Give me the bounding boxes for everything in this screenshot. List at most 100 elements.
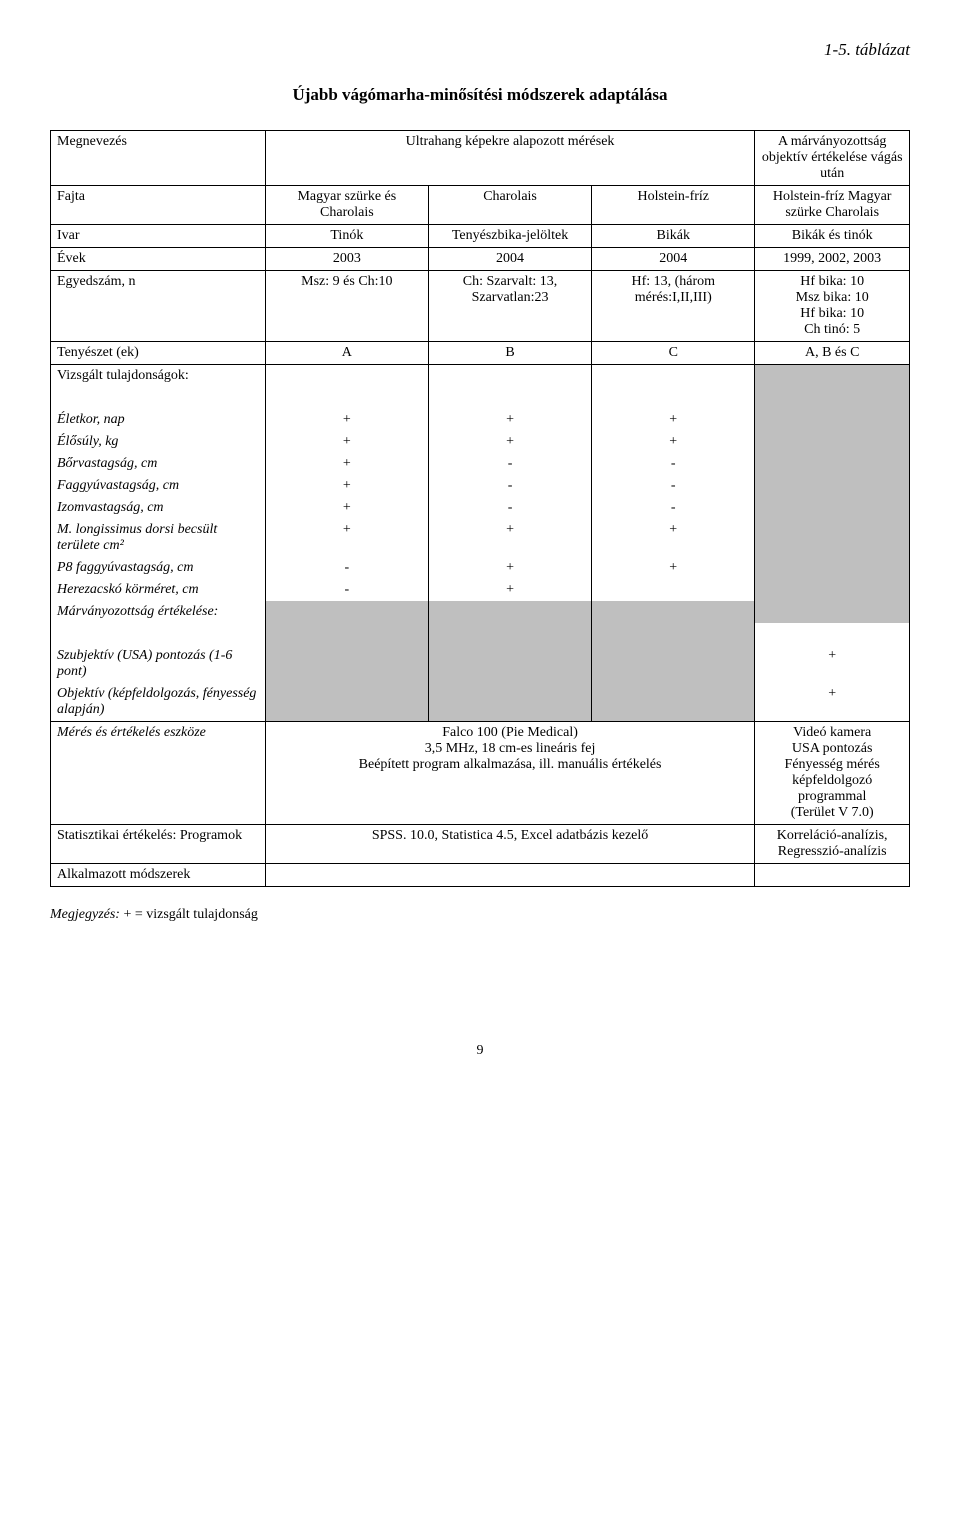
table-row: M. longissimus dorsi becsült területe cm…	[51, 519, 910, 557]
cell: -	[265, 579, 428, 601]
cell: +	[265, 475, 428, 497]
cell-label: Alkalmazott módszerek	[51, 864, 266, 887]
cell-label: Ivar	[51, 225, 266, 248]
table-row: Élősúly, kg + + +	[51, 431, 910, 453]
trait-label: Életkor, nap	[51, 409, 266, 431]
shaded-cell	[428, 683, 591, 722]
cell: 1999, 2002, 2003	[755, 248, 910, 271]
table-row: Bőrvastagság, cm + - -	[51, 453, 910, 475]
trait-label: Élősúly, kg	[51, 431, 266, 453]
trait-label: Szubjektív (USA) pontozás (1-6 pont)	[51, 645, 266, 683]
trait-label: P8 faggyúvastagság, cm	[51, 557, 266, 579]
cell: Magyar szürke és Charolais	[265, 186, 428, 225]
shaded-cell	[755, 453, 910, 475]
cell	[755, 864, 910, 887]
table-number-label: 1-5. táblázat	[50, 40, 910, 60]
cell-label: Tenyészet (ek)	[51, 342, 266, 365]
table-row: Objektív (képfeldolgozás, fényesség alap…	[51, 683, 910, 722]
table-row: P8 faggyúvastagság, cm - + +	[51, 557, 910, 579]
cell: +	[755, 683, 910, 722]
table-row: Izomvastagság, cm + - -	[51, 497, 910, 519]
cell	[755, 623, 910, 645]
cell: Bikák	[592, 225, 755, 248]
footnote-text: + = vizsgált tulajdonság	[120, 907, 258, 922]
cell-label: Egyedszám, n	[51, 271, 266, 342]
trait-label: Herezacskó körméret, cm	[51, 579, 266, 601]
footnote-prefix: Megjegyzés:	[50, 907, 120, 922]
table-row: Vizsgált tulajdonságok:	[51, 365, 910, 388]
cell: +	[265, 409, 428, 431]
table-row: Tenyészet (ek) A B C A, B és C	[51, 342, 910, 365]
section-label: Vizsgált tulajdonságok:	[51, 365, 266, 388]
page-number: 9	[50, 1043, 910, 1059]
shaded-cell	[755, 601, 910, 623]
cell: +	[428, 557, 591, 579]
shaded-cell	[265, 683, 428, 722]
cell-mid: Ultrahang képekre alapozott mérések	[265, 131, 755, 186]
cell: Holstein-fríz	[592, 186, 755, 225]
cell-right: A márványozottság objektív értékelése vá…	[755, 131, 910, 186]
cell: A, B és C	[755, 342, 910, 365]
cell	[51, 623, 266, 645]
trait-label: M. longissimus dorsi becsült területe cm…	[51, 519, 266, 557]
document-title: Újabb vágómarha-minősítési módszerek ada…	[50, 85, 910, 105]
table-row: Szubjektív (USA) pontozás (1-6 pont) +	[51, 645, 910, 683]
table-row	[51, 623, 910, 645]
shaded-cell	[428, 623, 591, 645]
shaded-cell	[755, 497, 910, 519]
cell: +	[265, 431, 428, 453]
cell: 2004	[592, 248, 755, 271]
trait-label: Bőrvastagság, cm	[51, 453, 266, 475]
cell: -	[428, 497, 591, 519]
cell: +	[592, 519, 755, 557]
table-row: Ivar Tinók Tenyészbika-jelöltek Bikák Bi…	[51, 225, 910, 248]
cell-label: Évek	[51, 248, 266, 271]
table-row: Egyedszám, n Msz: 9 és Ch:10 Ch: Szarval…	[51, 271, 910, 342]
table-row: Megnevezés Ultrahang képekre alapozott m…	[51, 131, 910, 186]
cell: C	[592, 342, 755, 365]
trait-label: Faggyúvastagság, cm	[51, 475, 266, 497]
cell: -	[592, 475, 755, 497]
cell: -	[428, 453, 591, 475]
table-row: Alkalmazott módszerek	[51, 864, 910, 887]
section-label: Márványozottság értékelése:	[51, 601, 266, 623]
cell: +	[265, 497, 428, 519]
cell-label: Mérés és értékelés eszköze	[51, 722, 266, 825]
cell	[265, 864, 755, 887]
trait-label: Objektív (képfeldolgozás, fényesség alap…	[51, 683, 266, 722]
shaded-cell	[755, 431, 910, 453]
table-row: Statisztikai értékelés: Programok SPSS. …	[51, 825, 910, 864]
cell: +	[428, 431, 591, 453]
cell: -	[265, 557, 428, 579]
cell: +	[428, 579, 591, 601]
shaded-cell	[755, 409, 910, 431]
cell: Ch: Szarvalt: 13, Szarvatlan:23	[428, 271, 591, 342]
shaded-cell	[755, 579, 910, 601]
table-row: Fajta Magyar szürke és Charolais Charola…	[51, 186, 910, 225]
cell-right: Videó kamera USA pontozás Fényesség méré…	[755, 722, 910, 825]
table-row: Faggyúvastagság, cm + - -	[51, 475, 910, 497]
cell: +	[755, 645, 910, 683]
shaded-cell	[755, 365, 910, 388]
shaded-cell	[265, 601, 428, 623]
cell: 2004	[428, 248, 591, 271]
footnote: Megjegyzés: + = vizsgált tulajdonság	[50, 907, 910, 923]
cell: +	[265, 453, 428, 475]
cell	[265, 365, 428, 388]
shaded-cell	[265, 623, 428, 645]
cell: -	[592, 453, 755, 475]
table-row	[51, 387, 910, 409]
cell: Holstein-fríz Magyar szürke Charolais	[755, 186, 910, 225]
cell: 2003	[265, 248, 428, 271]
cell-mid: SPSS. 10.0, Statistica 4.5, Excel adatbá…	[265, 825, 755, 864]
shaded-cell	[592, 683, 755, 722]
cell: Bikák és tinók	[755, 225, 910, 248]
cell-label: Fajta	[51, 186, 266, 225]
shaded-cell	[755, 475, 910, 497]
cell	[265, 387, 428, 409]
shaded-cell	[428, 601, 591, 623]
shaded-cell	[755, 557, 910, 579]
cell	[592, 579, 755, 601]
cell: +	[265, 519, 428, 557]
shaded-cell	[592, 623, 755, 645]
